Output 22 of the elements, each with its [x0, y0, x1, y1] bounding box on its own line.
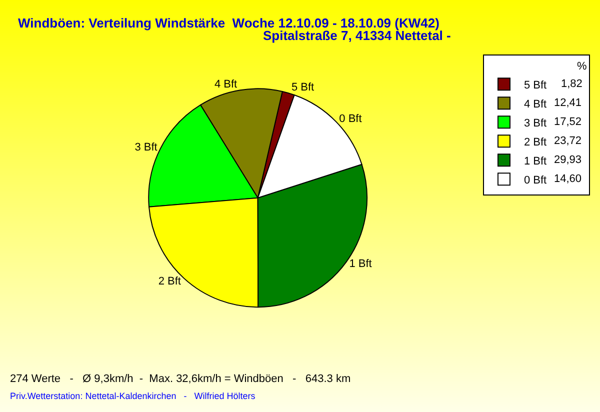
data-label: 14,60 — [554, 173, 582, 185]
slice-label: 5 Bft — [291, 82, 314, 94]
legend-label: 3 Bft — [524, 117, 547, 130]
legend-label: 2 Bft — [524, 136, 547, 148]
legend-label: 0 Bft — [524, 174, 547, 186]
slice-label: 2 Bft — [158, 276, 181, 288]
slice-label: 1 Bft — [349, 258, 372, 270]
data-label: 17,52 — [554, 116, 582, 128]
data-label: 12,41 — [554, 97, 582, 109]
legend-title: % — [576, 60, 587, 73]
text: Priv.Wetterstation: Nettetal-Kaldenkirchen - Wilfried Hölters — [10, 391, 256, 401]
slice-label: 3 Bft — [134, 141, 158, 154]
slice-label: 4 Bft — [214, 78, 238, 90]
legend-label: 4 Bft — [524, 98, 547, 110]
data-label: 1,82 — [561, 78, 582, 90]
text: 274 Werte - Ø 9,3km/h - Max. 32,6km/h = Windböen - 643.3 km — [10, 373, 351, 385]
data-label: 29,93 — [554, 154, 582, 166]
chart-title: Windböen: Verteilung Windstärke Woche 12.10.09 - 18.10.09 (KW42) — [18, 16, 440, 31]
legend-label: 5 Bft — [524, 79, 547, 92]
slice-label: 0 Bft — [339, 112, 362, 125]
legend-label: 1 Bft — [524, 155, 547, 168]
data-label: 23,72 — [554, 135, 582, 147]
